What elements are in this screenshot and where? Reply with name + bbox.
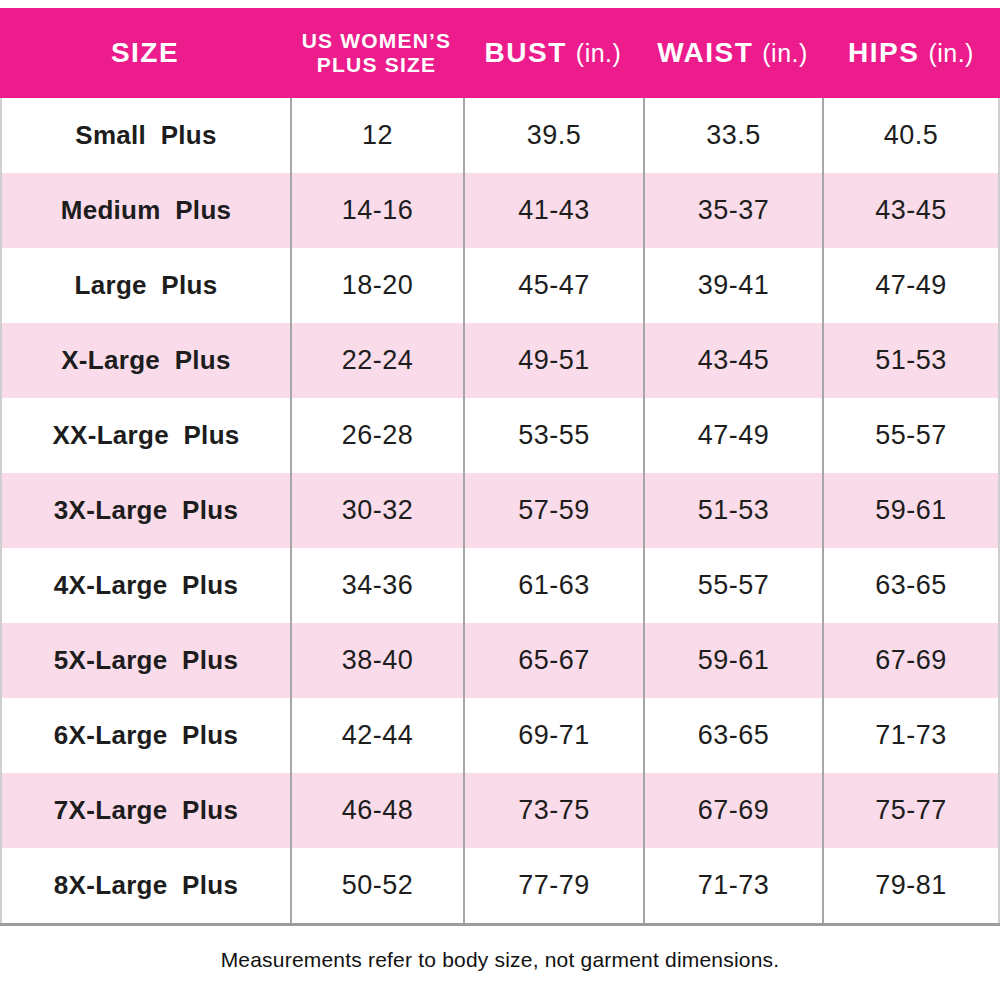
waist-cell: 43-45 bbox=[643, 323, 822, 398]
table-row: 6X-Large Plus42-4469-7163-6571-73 bbox=[0, 698, 1000, 773]
table-row: XX-Large Plus26-2853-5547-4955-57 bbox=[0, 398, 1000, 473]
hips-cell: 71-73 bbox=[822, 698, 1000, 773]
size-cell: 4X-Large Plus bbox=[0, 548, 290, 623]
bust-cell: 65-67 bbox=[463, 623, 643, 698]
bust-cell: 77-79 bbox=[463, 848, 643, 923]
us-plus-size-cell: 26-28 bbox=[290, 398, 463, 473]
hips-cell: 40.5 bbox=[822, 98, 1000, 173]
column-label-line2: PLUS SIZE bbox=[317, 53, 436, 77]
hips-cell: 59-61 bbox=[822, 473, 1000, 548]
waist-cell: 35-37 bbox=[643, 173, 822, 248]
us-plus-size-cell: 42-44 bbox=[290, 698, 463, 773]
size-cell: 7X-Large Plus bbox=[0, 773, 290, 848]
table-row: 7X-Large Plus46-4873-7567-6975-77 bbox=[0, 773, 1000, 848]
us-plus-size-cell: 34-36 bbox=[290, 548, 463, 623]
size-cell: Small Plus bbox=[0, 98, 290, 173]
hips-cell: 43-45 bbox=[822, 173, 1000, 248]
bust-cell: 53-55 bbox=[463, 398, 643, 473]
column-header-size: SIZE bbox=[0, 8, 290, 98]
bust-cell: 39.5 bbox=[463, 98, 643, 173]
hips-cell: 75-77 bbox=[822, 773, 1000, 848]
waist-cell: 47-49 bbox=[643, 398, 822, 473]
waist-cell: 33.5 bbox=[643, 98, 822, 173]
waist-cell: 51-53 bbox=[643, 473, 822, 548]
size-chart: SIZE US WOMEN’S PLUS SIZE BUST (in.) WAI… bbox=[0, 0, 1000, 972]
bust-cell: 61-63 bbox=[463, 548, 643, 623]
column-header-waist: WAIST (in.) bbox=[643, 8, 822, 98]
hips-cell: 51-53 bbox=[822, 323, 1000, 398]
us-plus-size-cell: 22-24 bbox=[290, 323, 463, 398]
table-row: 3X-Large Plus30-3257-5951-5359-61 bbox=[0, 473, 1000, 548]
waist-cell: 67-69 bbox=[643, 773, 822, 848]
us-plus-size-cell: 38-40 bbox=[290, 623, 463, 698]
column-unit: (in.) bbox=[762, 39, 808, 68]
size-cell: 8X-Large Plus bbox=[0, 848, 290, 923]
table-row: X-Large Plus22-2449-5143-4551-53 bbox=[0, 323, 1000, 398]
bust-cell: 49-51 bbox=[463, 323, 643, 398]
bust-cell: 69-71 bbox=[463, 698, 643, 773]
waist-cell: 39-41 bbox=[643, 248, 822, 323]
size-cell: Large Plus bbox=[0, 248, 290, 323]
column-header-bust: BUST (in.) bbox=[463, 8, 643, 98]
column-label: BUST bbox=[485, 37, 567, 69]
table-header: SIZE US WOMEN’S PLUS SIZE BUST (in.) WAI… bbox=[0, 8, 1000, 98]
us-plus-size-cell: 12 bbox=[290, 98, 463, 173]
us-plus-size-cell: 18-20 bbox=[290, 248, 463, 323]
us-plus-size-cell: 46-48 bbox=[290, 773, 463, 848]
table-row: 5X-Large Plus38-4065-6759-6167-69 bbox=[0, 623, 1000, 698]
us-plus-size-cell: 50-52 bbox=[290, 848, 463, 923]
size-cell: X-Large Plus bbox=[0, 323, 290, 398]
table-row: Large Plus18-2045-4739-4147-49 bbox=[0, 248, 1000, 323]
waist-cell: 63-65 bbox=[643, 698, 822, 773]
hips-cell: 79-81 bbox=[822, 848, 1000, 923]
table-body: Small Plus1239.533.540.5Medium Plus14-16… bbox=[0, 98, 1000, 926]
bust-cell: 41-43 bbox=[463, 173, 643, 248]
column-label: SIZE bbox=[111, 37, 179, 69]
table-row: Medium Plus14-1641-4335-3743-45 bbox=[0, 173, 1000, 248]
column-unit: (in.) bbox=[576, 39, 622, 68]
table-row: Small Plus1239.533.540.5 bbox=[0, 98, 1000, 173]
size-cell: XX-Large Plus bbox=[0, 398, 290, 473]
column-unit: (in.) bbox=[928, 39, 974, 68]
bust-cell: 73-75 bbox=[463, 773, 643, 848]
hips-cell: 63-65 bbox=[822, 548, 1000, 623]
size-cell: Medium Plus bbox=[0, 173, 290, 248]
column-header-us-plus-size: US WOMEN’S PLUS SIZE bbox=[290, 8, 463, 98]
waist-cell: 71-73 bbox=[643, 848, 822, 923]
size-cell: 5X-Large Plus bbox=[0, 623, 290, 698]
table-row: 8X-Large Plus50-5277-7971-7379-81 bbox=[0, 848, 1000, 923]
size-cell: 3X-Large Plus bbox=[0, 473, 290, 548]
waist-cell: 59-61 bbox=[643, 623, 822, 698]
column-label: WAIST bbox=[657, 37, 753, 69]
hips-cell: 47-49 bbox=[822, 248, 1000, 323]
bust-cell: 57-59 bbox=[463, 473, 643, 548]
bust-cell: 45-47 bbox=[463, 248, 643, 323]
hips-cell: 67-69 bbox=[822, 623, 1000, 698]
waist-cell: 55-57 bbox=[643, 548, 822, 623]
column-label-line1: US WOMEN’S bbox=[302, 29, 452, 53]
hips-cell: 55-57 bbox=[822, 398, 1000, 473]
size-cell: 6X-Large Plus bbox=[0, 698, 290, 773]
us-plus-size-cell: 14-16 bbox=[290, 173, 463, 248]
us-plus-size-cell: 30-32 bbox=[290, 473, 463, 548]
column-header-hips: HIPS (in.) bbox=[822, 8, 1000, 98]
column-label: HIPS bbox=[848, 37, 919, 69]
footnote: Measurements refer to body size, not gar… bbox=[0, 948, 1000, 972]
table-row: 4X-Large Plus34-3661-6355-5763-65 bbox=[0, 548, 1000, 623]
